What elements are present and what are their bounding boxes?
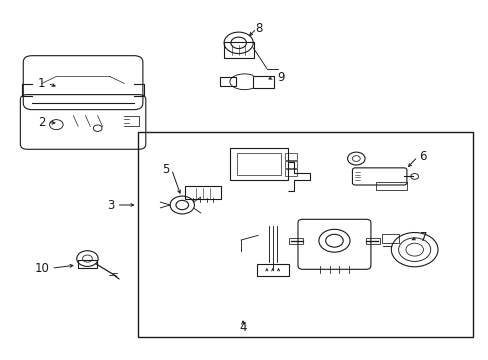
Text: 8: 8 bbox=[255, 22, 262, 35]
Text: 2: 2 bbox=[38, 116, 45, 129]
Text: 7: 7 bbox=[419, 231, 426, 244]
Text: 9: 9 bbox=[277, 71, 285, 84]
Text: 1: 1 bbox=[38, 77, 45, 90]
Text: 6: 6 bbox=[419, 150, 426, 163]
Text: 10: 10 bbox=[35, 262, 50, 275]
Text: 3: 3 bbox=[106, 198, 114, 212]
Bar bbox=[137, 132, 472, 337]
Text: 5: 5 bbox=[162, 163, 169, 176]
Text: 4: 4 bbox=[239, 321, 246, 334]
